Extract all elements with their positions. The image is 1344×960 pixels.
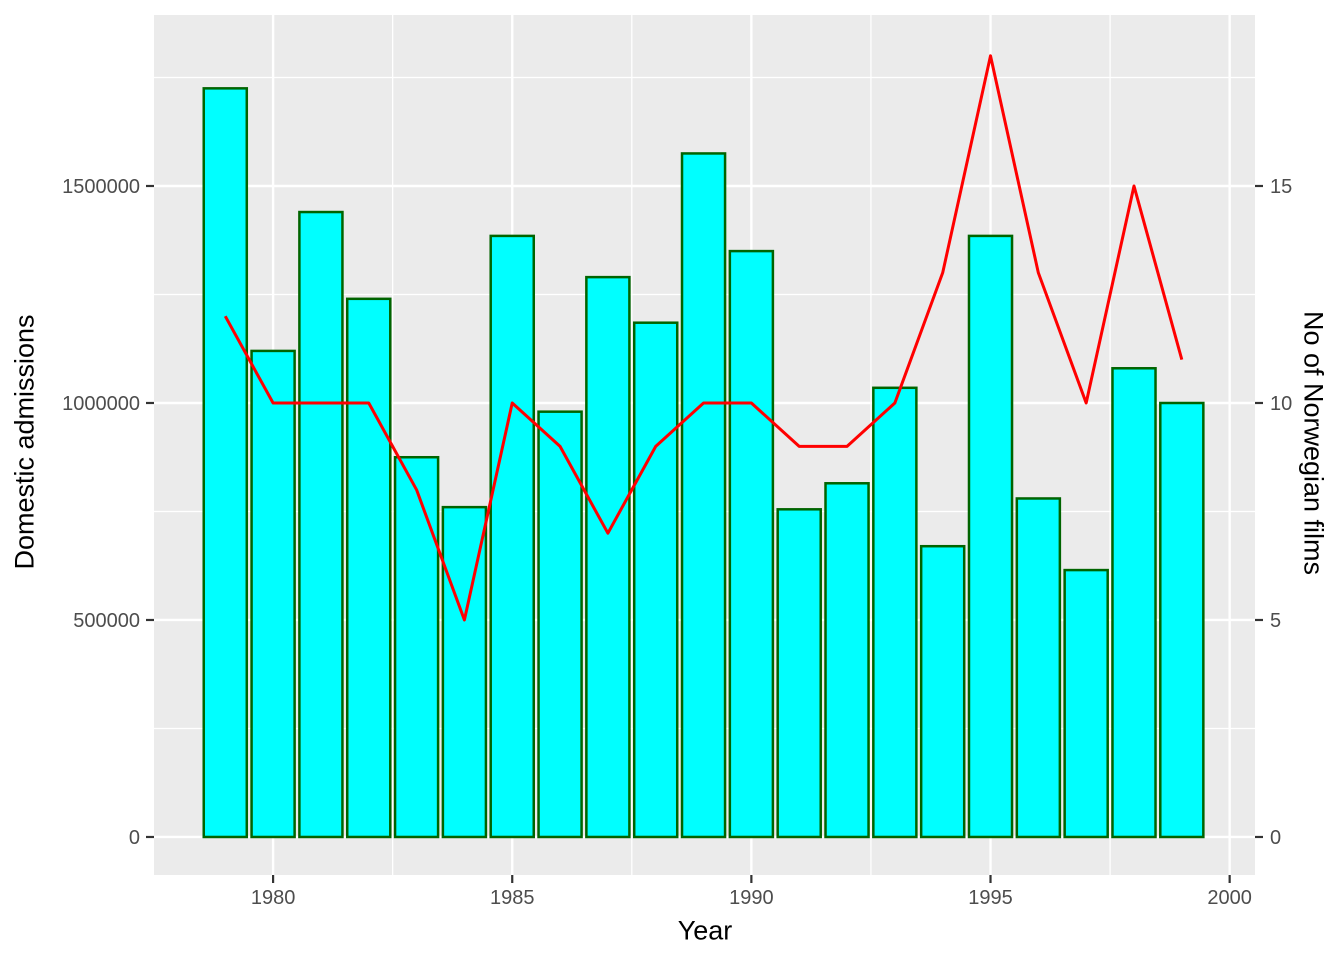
bar-1997 bbox=[1063, 568, 1109, 839]
bar-1981 bbox=[298, 210, 344, 839]
y-right-tick-label: 15 bbox=[1270, 176, 1292, 198]
y-left-tick-label: 1500000 bbox=[62, 176, 140, 198]
bar-1984 bbox=[441, 505, 488, 839]
bar-1990 bbox=[728, 249, 775, 839]
x-tick-label: 1980 bbox=[251, 887, 296, 909]
x-tick-label: 2000 bbox=[1207, 887, 1252, 909]
bar-1980 bbox=[250, 349, 296, 839]
bar-1989 bbox=[680, 152, 727, 839]
x-tick-label: 1995 bbox=[968, 887, 1013, 909]
y-left-tick-label: 0 bbox=[129, 827, 140, 849]
line-norwegian-films bbox=[223, 54, 1184, 622]
x-tick-label: 1985 bbox=[490, 887, 535, 909]
y-axis-left-title: Domestic admissions bbox=[9, 314, 40, 570]
y-left-tick-label: 1000000 bbox=[62, 393, 140, 415]
y-axis-right-title: No of Norwegian films bbox=[1298, 310, 1329, 576]
bar-1988 bbox=[632, 321, 679, 839]
bar-1991 bbox=[776, 508, 822, 839]
bar-1983 bbox=[393, 455, 440, 839]
bar-1979 bbox=[202, 87, 249, 839]
y-right-tick-label: 0 bbox=[1270, 827, 1281, 849]
bar-1993 bbox=[872, 386, 918, 839]
axes: 0 500000 1000000 1500000 0 5 10 15 1980 1985 1990 1… bbox=[62, 176, 1292, 909]
bar-1994 bbox=[919, 544, 966, 839]
bar-1996 bbox=[1015, 497, 1062, 839]
x-axis-title: Year bbox=[677, 915, 733, 946]
y-right-tick-label: 5 bbox=[1270, 610, 1281, 632]
y-left-tick-label: 500000 bbox=[73, 610, 140, 632]
y-right-tick-label: 10 bbox=[1270, 393, 1292, 415]
bar-1999 bbox=[1159, 401, 1205, 839]
bar-1986 bbox=[537, 410, 583, 839]
bar-1992 bbox=[824, 482, 870, 839]
bar-1995 bbox=[967, 234, 1014, 839]
bars-domestic-admissions bbox=[202, 87, 1205, 839]
x-tick-label: 1990 bbox=[729, 887, 774, 909]
bar-1982 bbox=[345, 297, 392, 839]
bar-1987 bbox=[585, 275, 631, 839]
bar-1985 bbox=[489, 234, 536, 839]
bar-1998 bbox=[1111, 367, 1157, 839]
